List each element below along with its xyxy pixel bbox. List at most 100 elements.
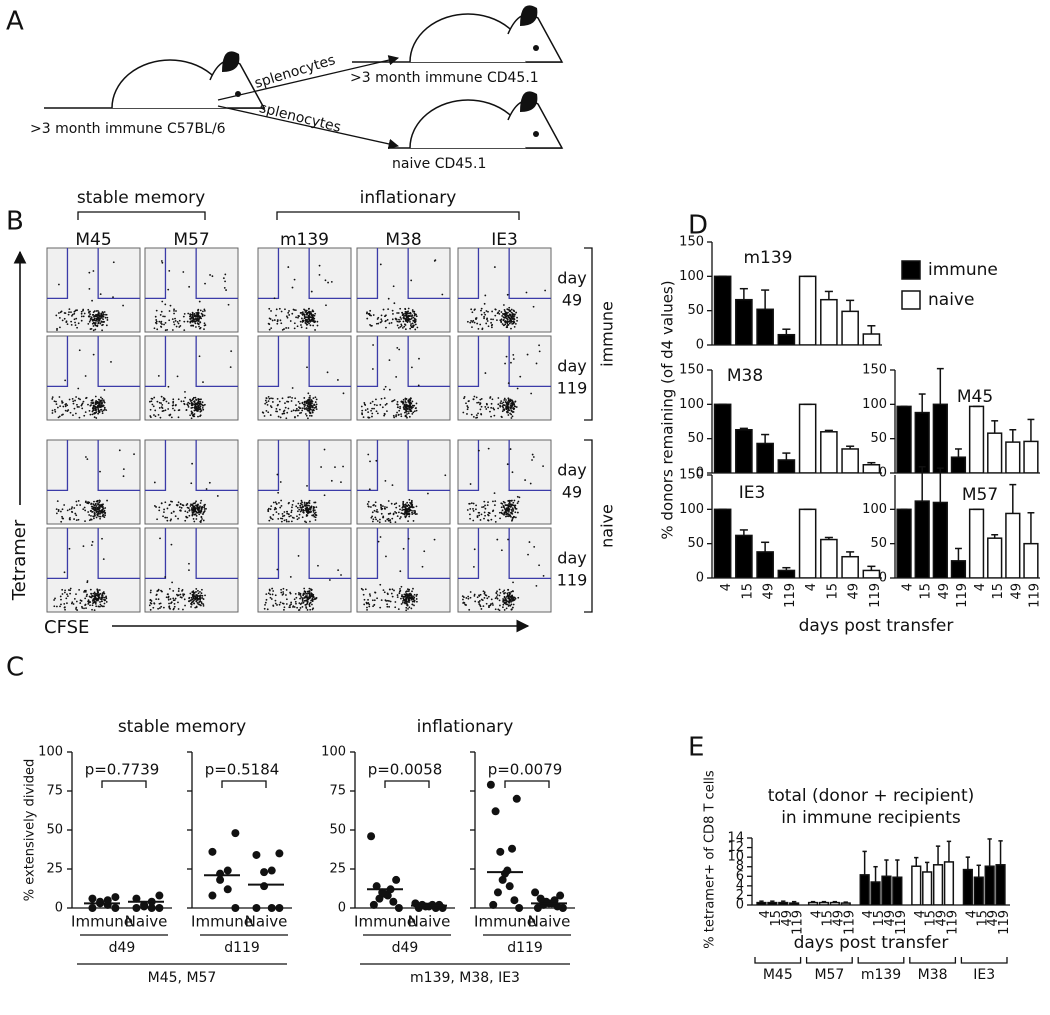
event-dot [102,508,104,510]
event-dot [268,323,270,325]
event-dot [407,411,409,413]
event-dot [276,569,278,571]
event-dot [316,399,318,401]
event-dot [89,313,91,315]
y-tick-label: 150 [679,235,704,250]
x-tick-label: 119 [842,910,857,935]
event-dot [490,396,492,398]
event-dot [75,501,77,503]
event-dot [380,536,382,538]
event-dot [289,396,291,398]
event-dot [516,317,518,319]
event-dot [81,408,83,410]
event-dot [90,515,92,517]
event-dot [470,483,472,485]
event-dot [62,593,64,595]
event-dot [180,400,182,402]
event-dot [278,502,280,504]
event-dot [182,593,184,595]
event-dot [284,308,286,310]
event-dot [200,520,202,522]
event-dot [475,504,477,506]
event-dot [66,602,68,604]
event-dot [524,479,526,481]
event-dot [274,319,276,321]
panel-label: B [6,207,24,237]
event-dot [176,326,178,328]
event-dot [94,315,96,317]
event-dot [65,410,67,412]
event-dot [212,275,214,277]
group-label: M38 [918,967,948,983]
group-label: IE3 [973,967,995,983]
event-dot [168,603,170,605]
event-dot [391,401,393,403]
event-dot [510,506,512,508]
event-dot [480,310,482,312]
event-dot [399,407,401,409]
event-dot [180,596,182,598]
event-dot [383,415,385,417]
event-dot [150,592,152,594]
event-dot [191,507,193,509]
event-dot [303,397,305,399]
bar [945,862,954,905]
event-dot [407,318,409,320]
event-dot [285,594,287,596]
event-dot [292,504,294,506]
event-dot [265,602,267,604]
event-dot [266,401,268,403]
event-dot [406,398,408,400]
event-dot [490,407,492,409]
event-dot [63,504,65,506]
event-dot [409,416,411,418]
event-dot [167,597,169,599]
event-dot [267,509,269,511]
event-dot [177,375,179,377]
event-dot [273,502,275,504]
event-dot [485,372,487,374]
event-dot [90,589,92,591]
event-dot [172,402,174,404]
event-dot [312,319,314,321]
error-bar [919,394,926,413]
event-dot [481,314,483,316]
event-dot [486,310,488,312]
event-dot [388,513,390,515]
event-dot [275,408,277,410]
event-dot [298,409,300,411]
event-dot [306,515,308,517]
event-dot [532,454,534,456]
event-dot [199,355,201,357]
event-dot [381,398,383,400]
event-dot [281,505,283,507]
event-dot [155,316,157,318]
error-bar [761,435,769,444]
event-dot [104,402,106,404]
event-dot [188,563,190,565]
event-dot [500,502,502,504]
event-dot [297,507,299,509]
event-dot [379,519,381,521]
event-dot [416,594,418,596]
event-dot [507,589,509,591]
event-dot [162,515,164,517]
event-dot [286,521,288,523]
event-dot [52,412,54,414]
bar [842,449,858,473]
error-bar [740,530,748,535]
event-dot [512,321,514,323]
event-dot [94,602,96,604]
event-dot [173,313,175,315]
y-tick-label: 25 [46,862,63,877]
event-dot [403,406,405,408]
event-dot [395,521,397,523]
event-dot [77,388,79,390]
event-dot [512,471,514,473]
event-dot [308,592,310,594]
event-dot [286,598,288,600]
event-dot [187,321,189,323]
event-dot [81,607,83,609]
event-dot [262,411,264,413]
event-dot [182,271,184,273]
